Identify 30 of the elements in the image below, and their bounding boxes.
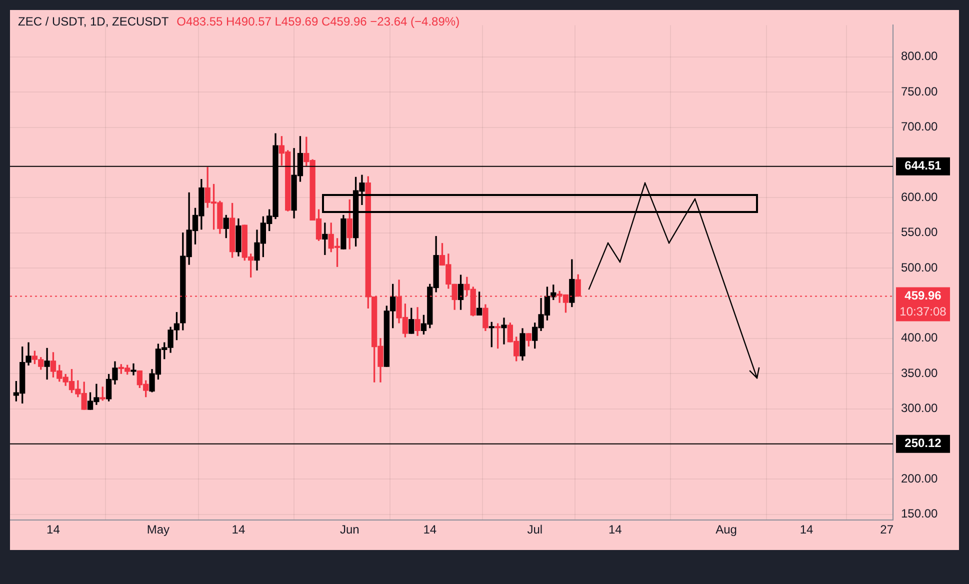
- x-tick-label: 14: [423, 522, 437, 537]
- y-tick-label: 550.00: [901, 225, 938, 240]
- y-tick-label: 300.00: [901, 401, 938, 416]
- annotation: O483.55 H490.57 L459.69 C459.96 −23.64 (−4.89%): [176, 14, 460, 28]
- y-tick-label: 400.00: [901, 330, 938, 345]
- x-tick-label: Jul: [527, 522, 543, 537]
- x-tick-label: 14: [800, 522, 814, 537]
- y-tick-label: 200.00: [901, 471, 938, 486]
- x-tick-label: 14: [232, 522, 246, 537]
- chart-title: ZEC / USDT, 1D, ZECUSDT: [18, 14, 170, 28]
- text: 10:37:08: [900, 304, 947, 319]
- y-tick-label: 600.00: [901, 190, 938, 204]
- candlestick: [130, 363, 136, 376]
- ref-line-label: 250.12: [904, 436, 942, 450]
- x-tick-label: May: [146, 522, 170, 537]
- x-tick-label: Aug: [716, 522, 737, 537]
- y-tick-label: 500.00: [901, 260, 938, 274]
- x-tick-label: 27: [880, 522, 894, 537]
- y-tick-label: 750.00: [901, 84, 938, 98]
- x-tick-label: Jun: [340, 522, 360, 537]
- candlestick: [501, 318, 507, 344]
- y-tick-label: 700.00: [901, 120, 938, 134]
- ref-line-label: 459.96: [904, 288, 942, 303]
- candlestick: [44, 348, 50, 380]
- y-tick-label: 800.00: [901, 49, 938, 64]
- y-tick-label: 150.00: [901, 506, 938, 521]
- x-tick-label: 14: [46, 522, 60, 537]
- x-tick-label: 14: [608, 522, 622, 537]
- y-tick-label: 350.00: [901, 366, 938, 380]
- ref-line-label: 644.51: [904, 158, 942, 173]
